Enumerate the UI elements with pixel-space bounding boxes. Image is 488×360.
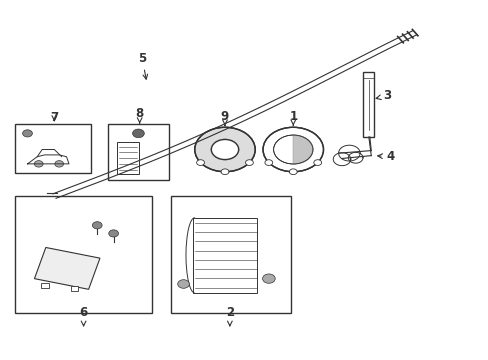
Polygon shape	[194, 127, 255, 172]
Text: 7: 7	[50, 111, 58, 124]
Circle shape	[289, 169, 297, 175]
Polygon shape	[34, 247, 100, 289]
FancyBboxPatch shape	[15, 125, 91, 173]
Text: 8: 8	[135, 107, 143, 123]
Text: 1: 1	[288, 110, 297, 126]
Polygon shape	[211, 139, 238, 159]
Text: 9: 9	[221, 110, 229, 126]
Circle shape	[92, 222, 102, 229]
Circle shape	[264, 160, 272, 166]
FancyBboxPatch shape	[117, 142, 139, 174]
Text: 6: 6	[80, 306, 87, 326]
Circle shape	[22, 130, 32, 137]
Circle shape	[108, 230, 118, 237]
Circle shape	[221, 169, 228, 175]
FancyBboxPatch shape	[70, 286, 78, 291]
Text: 5: 5	[138, 51, 147, 79]
Circle shape	[196, 160, 204, 166]
FancyBboxPatch shape	[15, 196, 152, 313]
FancyBboxPatch shape	[193, 218, 256, 293]
Polygon shape	[293, 135, 312, 164]
Circle shape	[313, 160, 321, 166]
Text: 2: 2	[225, 306, 233, 326]
Circle shape	[262, 274, 275, 283]
Circle shape	[245, 160, 253, 166]
FancyBboxPatch shape	[363, 72, 373, 137]
Text: 4: 4	[377, 150, 394, 163]
Circle shape	[34, 161, 43, 167]
FancyBboxPatch shape	[41, 283, 49, 288]
Circle shape	[177, 280, 189, 288]
FancyBboxPatch shape	[171, 196, 290, 313]
Circle shape	[55, 161, 63, 167]
Text: 3: 3	[375, 89, 390, 102]
Circle shape	[132, 129, 144, 138]
FancyBboxPatch shape	[108, 125, 168, 180]
